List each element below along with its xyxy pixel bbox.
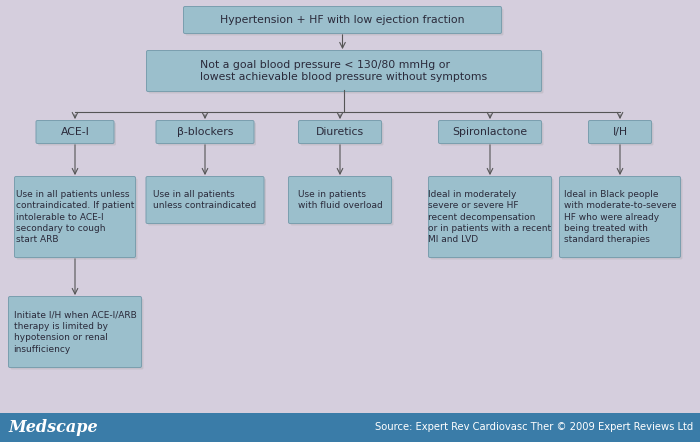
Text: Ideal in Black people
with moderate-to-severe
HF who were already
being treated : Ideal in Black people with moderate-to-s… [564,190,676,244]
Text: Initiate I/H when ACE-I/ARB
therapy is limited by
hypotension or renal
insuffici: Initiate I/H when ACE-I/ARB therapy is l… [13,310,137,354]
Text: Hypertension + HF with low ejection fraction: Hypertension + HF with low ejection frac… [220,15,465,25]
FancyBboxPatch shape [146,176,264,224]
FancyBboxPatch shape [298,121,382,144]
Text: Source: Expert Rev Cardiovasc Ther © 2009 Expert Reviews Ltd: Source: Expert Rev Cardiovasc Ther © 200… [374,423,693,433]
Text: I/H: I/H [612,127,628,137]
FancyBboxPatch shape [430,179,554,259]
FancyBboxPatch shape [38,122,116,145]
FancyBboxPatch shape [591,122,654,145]
Text: Use in all patients
unless contraindicated: Use in all patients unless contraindicat… [153,190,257,210]
FancyBboxPatch shape [36,121,114,144]
Text: ACE-I: ACE-I [61,127,90,137]
FancyBboxPatch shape [158,122,256,145]
Text: β-blockers: β-blockers [177,127,233,137]
FancyBboxPatch shape [589,121,652,144]
FancyBboxPatch shape [148,179,266,225]
FancyBboxPatch shape [156,121,254,144]
Text: Ideal in moderately
severe or severe HF
recent decompensation
or in patients wit: Ideal in moderately severe or severe HF … [428,190,552,244]
FancyBboxPatch shape [559,176,680,258]
Bar [0,413,700,442]
FancyBboxPatch shape [438,121,542,144]
FancyBboxPatch shape [561,179,682,259]
FancyBboxPatch shape [148,53,543,94]
FancyBboxPatch shape [15,176,136,258]
FancyBboxPatch shape [428,176,552,258]
FancyBboxPatch shape [10,298,144,370]
FancyBboxPatch shape [17,179,137,259]
FancyBboxPatch shape [146,50,542,91]
Text: Not a goal blood pressure < 130/80 mmHg or
lowest achievable blood pressure with: Not a goal blood pressure < 130/80 mmHg … [200,60,488,82]
Text: Use in all patients unless
contraindicated. If patient
intolerable to ACE-I
seco: Use in all patients unless contraindicat… [16,190,134,244]
FancyBboxPatch shape [186,8,503,35]
FancyBboxPatch shape [183,7,501,34]
FancyBboxPatch shape [288,176,391,224]
FancyBboxPatch shape [300,122,384,145]
FancyBboxPatch shape [440,122,543,145]
Text: Use in patients
with fluid overload: Use in patients with fluid overload [298,190,382,210]
FancyBboxPatch shape [290,179,393,225]
Text: Diuretics: Diuretics [316,127,364,137]
FancyBboxPatch shape [8,297,141,367]
Text: Spironlactone: Spironlactone [452,127,528,137]
Text: Medscape: Medscape [8,419,97,436]
